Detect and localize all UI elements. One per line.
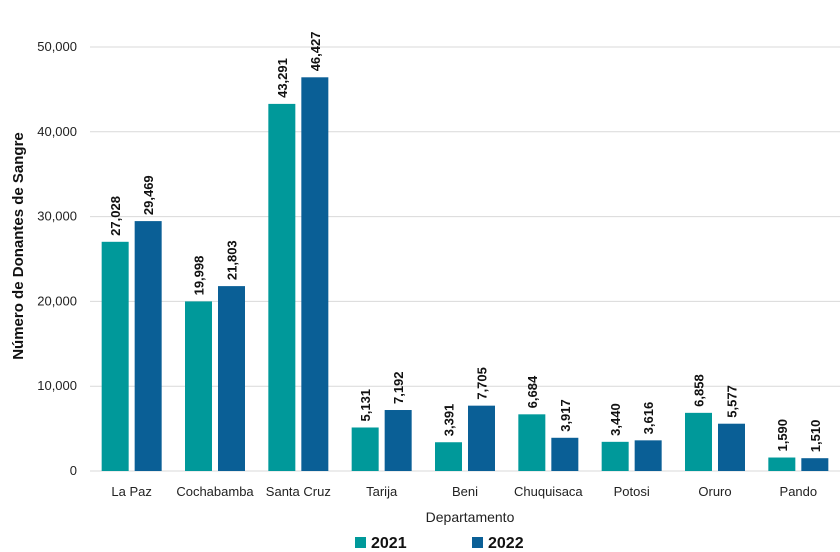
x-tick-label: Santa Cruz bbox=[266, 484, 331, 499]
data-label-2021: 43,291 bbox=[275, 58, 290, 98]
bar-2021 bbox=[601, 441, 629, 471]
bar-2021 bbox=[351, 427, 379, 471]
data-labels: 27,028 29,469 19,998 21,803 43,291 46,427 5,13… bbox=[108, 32, 823, 453]
data-label-2022: 3,917 bbox=[558, 399, 573, 432]
legend-label-2021: 2021 bbox=[371, 535, 407, 552]
legend: 2021 2022 bbox=[355, 535, 524, 552]
x-axis-categories: La Paz Cochabamba Santa Cruz Tarija Beni Chuq… bbox=[111, 484, 817, 499]
data-label-2021: 19,998 bbox=[192, 256, 207, 296]
data-label-2021: 6,684 bbox=[525, 375, 540, 408]
x-tick-label: Cochabamba bbox=[176, 484, 254, 499]
x-tick-label: La Paz bbox=[111, 484, 151, 499]
bar-2021 bbox=[768, 457, 796, 471]
x-tick-label: Potosi bbox=[614, 484, 650, 499]
bar-2022 bbox=[551, 437, 579, 471]
data-label-2021: 3,440 bbox=[608, 403, 623, 436]
data-label-2022: 1,510 bbox=[808, 420, 823, 453]
data-label-2021: 5,131 bbox=[358, 389, 373, 422]
data-label-2021: 27,028 bbox=[108, 196, 123, 236]
y-tick-label: 10,000 bbox=[37, 378, 77, 393]
bar-2022 bbox=[301, 77, 329, 471]
y-tick-label: 0 bbox=[70, 463, 77, 478]
bar-2021 bbox=[101, 241, 129, 471]
y-axis-ticks: 0 10,000 20,000 30,000 40,000 50,000 bbox=[37, 39, 77, 478]
x-tick-label: Tarija bbox=[366, 484, 398, 499]
bar-2022 bbox=[134, 221, 162, 471]
y-tick-label: 40,000 bbox=[37, 124, 77, 139]
bar-2022 bbox=[801, 458, 829, 471]
bar-2022 bbox=[634, 440, 662, 471]
x-tick-label: Oruro bbox=[698, 484, 731, 499]
legend-label-2022: 2022 bbox=[488, 535, 524, 552]
legend-swatch-2021 bbox=[355, 537, 366, 548]
y-tick-label: 20,000 bbox=[37, 293, 77, 308]
bar-2021 bbox=[685, 412, 712, 471]
data-label-2021: 3,391 bbox=[442, 404, 457, 437]
bar-2022 bbox=[468, 405, 495, 471]
data-label-2022: 46,427 bbox=[308, 32, 323, 72]
legend-swatch-2022 bbox=[472, 537, 483, 548]
data-label-2021: 6,858 bbox=[692, 374, 707, 407]
x-tick-label: Beni bbox=[452, 484, 478, 499]
bar-2022 bbox=[218, 286, 245, 471]
x-tick-label: Pando bbox=[780, 484, 818, 499]
bar-2021 bbox=[435, 442, 462, 471]
data-label-2022: 29,469 bbox=[141, 175, 156, 215]
data-label-2022: 3,616 bbox=[641, 402, 656, 435]
bar-2021 bbox=[185, 301, 212, 471]
y-tick-label: 50,000 bbox=[37, 39, 77, 54]
x-axis-title: Departamento bbox=[426, 509, 515, 525]
data-label-2022: 7,705 bbox=[475, 367, 490, 400]
data-label-2021: 1,590 bbox=[775, 419, 790, 452]
bar-2021 bbox=[268, 103, 296, 471]
data-label-2022: 7,192 bbox=[391, 371, 406, 404]
bars bbox=[101, 77, 829, 471]
bar-2022 bbox=[384, 410, 412, 471]
data-label-2022: 21,803 bbox=[225, 240, 240, 280]
y-tick-label: 30,000 bbox=[37, 209, 77, 224]
bar-2022 bbox=[718, 423, 745, 471]
y-axis-title: Número de Donantes de Sangre bbox=[10, 132, 27, 360]
bar-2021 bbox=[518, 414, 546, 471]
data-label-2022: 5,577 bbox=[725, 385, 740, 418]
x-tick-label: Chuquisaca bbox=[514, 484, 583, 499]
gridlines bbox=[90, 46, 840, 472]
